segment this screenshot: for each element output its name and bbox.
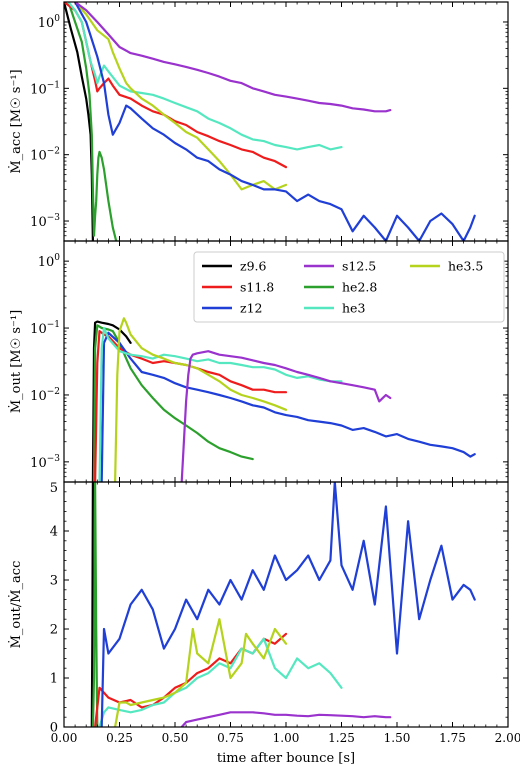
y-tick-label: 10−2 — [30, 147, 60, 164]
series-line-he3 — [98, 637, 343, 727]
y-tick-label: 4 — [50, 525, 58, 540]
y-tick-label: 5 — [50, 481, 58, 496]
legend: z9.6 s11.8 z12 s12.5 he2.8 he3 he3.5 — [193, 251, 505, 323]
series-line-he2.8 — [67, 2, 118, 241]
legend-label-he3.5: he3.5 — [448, 259, 483, 274]
series-line-z12 — [100, 331, 476, 482]
legend-label-z9.6: z9.6 — [240, 259, 267, 274]
y-tick-label: 1 — [50, 672, 58, 687]
x-tick-label: 0.75 — [217, 731, 244, 745]
legend-label-s12.5: s12.5 — [342, 259, 376, 274]
x-tick-label: 0.50 — [162, 731, 189, 745]
series-line-he3 — [98, 326, 343, 482]
y-tick-label: 10−2 — [30, 387, 60, 404]
series-line-z9.6 — [90, 482, 95, 727]
x-tick-label: 1.25 — [328, 731, 355, 745]
legend-box — [193, 251, 505, 323]
x-tick-label: 1.50 — [384, 731, 411, 745]
panel-accretion-rate: 10−3 10−2 10−1 100 Ṁ_acc [M☉ s⁻¹] — [7, 1, 509, 242]
series-line-z12 — [74, 2, 476, 241]
y-tick-label: 10−3 — [30, 454, 60, 471]
x-tick-label: 1.75 — [439, 731, 466, 745]
y-tick-label: 10−3 — [30, 213, 60, 230]
x-tick-label: 2.00 — [495, 731, 520, 745]
series-line-s12.5 — [74, 2, 392, 113]
y-tick-label: 2 — [50, 623, 58, 638]
series-line-he2.8 — [92, 324, 254, 482]
series-line-he3.5 — [114, 618, 288, 727]
y-tick-label: 3 — [50, 574, 58, 589]
y-tick-label: 100 — [38, 14, 61, 31]
x-axis-label: time after bounce [s] — [217, 751, 355, 766]
y-axis-label: Ṁ_acc [M☉ s⁻¹] — [7, 69, 24, 173]
axes-frame — [63, 481, 509, 728]
legend-label-s11.8: s11.8 — [240, 280, 274, 295]
x-tick-label: 0.00 — [51, 731, 78, 745]
y-axis-label: Ṁ_out/Ṁ_acc — [7, 561, 24, 649]
x-tick-label: 0.25 — [106, 731, 133, 745]
legend-label-he2.8: he2.8 — [342, 280, 377, 295]
panel-ratio: 0.00 0.25 0.50 0.75 1.00 1.25 1.50 1.75 2.00 0 1 2 3… — [7, 481, 520, 745]
axes-frame — [63, 1, 509, 242]
series-line-he3 — [67, 2, 343, 151]
series-line-z9.6 — [64, 2, 94, 241]
y-axis-label: Ṁ_out [M☉ s⁻¹] — [7, 310, 24, 413]
series-line-s12.5 — [180, 350, 392, 482]
x-tick-label: 1.00 — [273, 731, 300, 745]
series-line-z9.6 — [91, 320, 132, 482]
series-line-he3.5 — [74, 2, 288, 191]
y-tick-label: 10−1 — [30, 320, 60, 337]
series-line-z12 — [100, 482, 476, 727]
y-tick-label: 10−1 — [30, 80, 60, 97]
series-line-s12.5 — [180, 711, 392, 727]
y-tick-label: 0 — [50, 721, 58, 736]
y-tick-label: 100 — [38, 253, 61, 270]
series-line-he2.8 — [91, 482, 99, 727]
legend-label-z12: z12 — [240, 301, 263, 316]
axes-frames — [63, 1, 509, 728]
series-line-he3.5 — [114, 317, 288, 482]
legend-label-he3: he3 — [342, 301, 365, 316]
